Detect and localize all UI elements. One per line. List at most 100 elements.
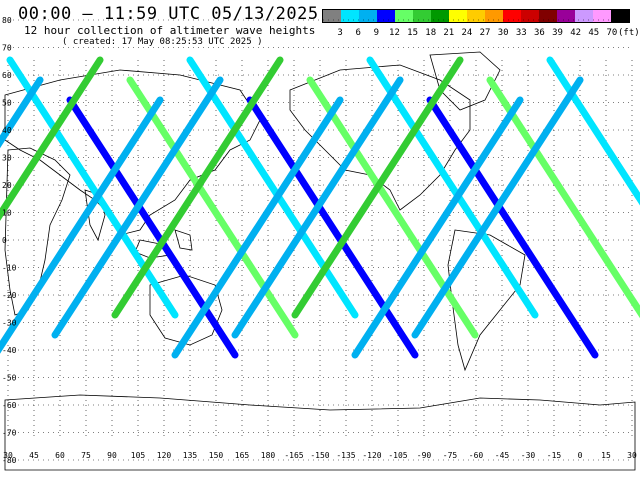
colorbar-swatch	[377, 10, 395, 22]
colorbar-label: 3	[337, 28, 343, 38]
colorbar-swatch	[449, 10, 467, 22]
colorbar-label: 24	[461, 28, 473, 38]
colorbar-swatch	[539, 10, 557, 22]
longitude-label: 15	[601, 451, 611, 460]
altimeter-track	[306, 76, 479, 339]
latitude-label: 10	[2, 209, 12, 218]
colorbar-swatch	[557, 10, 575, 22]
altimeter-track	[486, 76, 640, 319]
latitude-label: 40	[2, 126, 12, 135]
latitude-label: -50	[2, 374, 17, 383]
latitude-label: 30	[2, 154, 12, 163]
latitude-label: -30	[2, 319, 17, 328]
colorbar-swatch	[521, 10, 539, 22]
longitude-label: 60	[55, 451, 65, 460]
latitude-label: -40	[2, 346, 17, 355]
colorbar-swatch	[323, 10, 341, 22]
altimeter-track	[351, 96, 524, 359]
colorbar-swatch	[431, 10, 449, 22]
colorbar-label: 15	[407, 28, 418, 38]
colorbar-label: 33	[515, 28, 527, 38]
longitude-label: 30	[3, 451, 13, 460]
colorbar-swatch	[341, 10, 359, 22]
colorbar-swatch	[395, 10, 413, 22]
longitude-label: 45	[29, 451, 39, 460]
altimeter-track	[126, 76, 299, 339]
colorbar-unit: (ft)	[618, 28, 640, 38]
altimeter-track	[246, 96, 419, 359]
colorbar-label: 18	[425, 28, 437, 38]
latitude-label: 80	[2, 16, 12, 25]
longitude-label: -105	[388, 451, 407, 460]
longitude-label: -120	[362, 451, 381, 460]
altimeter-track	[186, 56, 359, 319]
colorbar-label: 12	[389, 28, 400, 38]
longitude-label: 135	[183, 451, 198, 460]
colorbar-label: 39	[552, 28, 563, 38]
latitude-label: 0	[2, 236, 7, 245]
longitude-label: 165	[235, 451, 250, 460]
colorbar-label: 70	[606, 28, 618, 38]
altimeter-track	[0, 76, 44, 149]
altimeter-track	[6, 56, 179, 319]
colorbar-label: 45	[588, 28, 600, 38]
colorbar-swatch	[575, 10, 593, 22]
altimeter-track	[111, 56, 284, 319]
map-subtitle: 12 hour collection of altimeter wave hei…	[24, 24, 316, 37]
latitude-label: -80	[2, 456, 17, 465]
altimeter-track	[0, 56, 104, 221]
longitude-label: -15	[547, 451, 562, 460]
altimeter-track	[411, 76, 584, 339]
colorbar-swatch	[467, 10, 485, 22]
lat-lon-grid	[7, 19, 633, 461]
longitude-label: -135	[336, 451, 355, 460]
longitude-label: -45	[495, 451, 510, 460]
map-title: 00:00 – 11:59 UTC 05/13/2025	[18, 4, 319, 24]
longitude-label: 180	[261, 451, 276, 460]
longitude-label: 75	[81, 451, 91, 460]
altimeter-track	[0, 96, 164, 354]
latitude-label: 60	[2, 71, 12, 80]
colorbar-label: 27	[479, 28, 491, 38]
longitude-label: 30	[627, 451, 637, 460]
colorbar-label: 6	[355, 28, 361, 38]
colorbar-label: 9	[373, 28, 380, 38]
longitude-label: -165	[284, 451, 303, 460]
colorbar-label: 36	[533, 28, 545, 38]
coastlines	[4, 51, 636, 471]
latitude-label: 50	[2, 99, 12, 108]
altimeter-track	[171, 96, 344, 359]
latitude-label: -60	[2, 401, 17, 410]
longitude-label: 120	[157, 451, 172, 460]
colorbar-swatch	[413, 10, 431, 22]
longitude-label: 150	[209, 451, 224, 460]
longitude-label: -90	[417, 451, 432, 460]
altimeter-track	[546, 56, 640, 206]
created-timestamp: ( created: 17 May 08:25:53 UTC 2025 )	[62, 37, 263, 47]
colorbar-swatch	[485, 10, 503, 22]
colorbar-label: 21	[443, 28, 455, 38]
colorbar-swatch	[593, 10, 611, 22]
longitude-label: 105	[131, 451, 146, 460]
wave-height-colorbar	[322, 9, 630, 23]
altimeter-track	[51, 76, 224, 339]
longitude-label: 90	[107, 451, 117, 460]
altimeter-track	[66, 96, 239, 359]
axis-labels: 80706050403020100-10-20-30-40-50-60-70-8…	[2, 16, 637, 465]
longitude-label: -75	[443, 451, 458, 460]
longitude-label: -60	[469, 451, 484, 460]
latitude-label: 20	[2, 181, 12, 190]
longitude-label: -30	[521, 451, 536, 460]
altimeter-track	[366, 56, 539, 319]
altimeter-track	[426, 96, 599, 359]
longitude-label: 0	[578, 451, 583, 460]
colorbar-swatch	[359, 10, 377, 22]
altimeter-track	[231, 76, 404, 339]
latitude-label: -10	[2, 264, 17, 273]
altimeter-track	[291, 56, 464, 319]
colorbar-swatch	[611, 10, 629, 22]
colorbar-label: 42	[570, 28, 582, 38]
colorbar-label: 30	[497, 28, 509, 38]
longitude-label: -150	[310, 451, 329, 460]
